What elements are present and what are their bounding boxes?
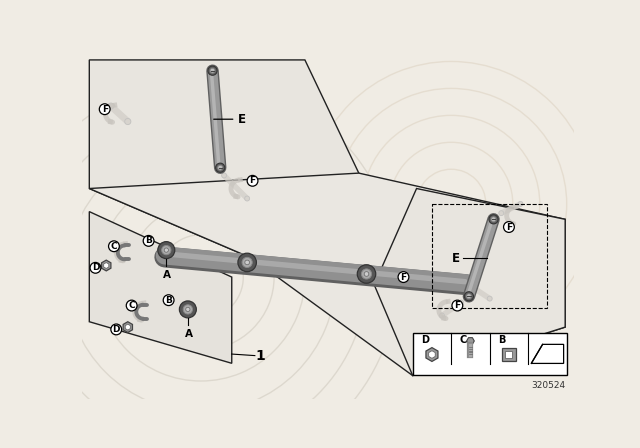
Text: F: F <box>401 272 406 281</box>
Text: C: C <box>129 301 135 310</box>
Text: F: F <box>454 301 460 310</box>
Bar <box>413 332 566 375</box>
Circle shape <box>499 211 504 215</box>
Circle shape <box>90 263 101 273</box>
Circle shape <box>487 296 492 301</box>
Text: F: F <box>102 105 108 114</box>
Text: E: E <box>238 113 246 126</box>
Text: F: F <box>250 177 255 185</box>
Circle shape <box>162 246 171 255</box>
Text: C: C <box>111 242 117 251</box>
Circle shape <box>247 176 258 186</box>
Circle shape <box>504 222 515 233</box>
Text: C: C <box>459 335 467 345</box>
Polygon shape <box>104 263 109 268</box>
Circle shape <box>186 307 190 311</box>
Circle shape <box>139 237 144 242</box>
Polygon shape <box>467 338 474 345</box>
Circle shape <box>440 313 444 318</box>
Circle shape <box>357 265 376 283</box>
Text: D: D <box>421 335 429 345</box>
Circle shape <box>467 294 471 299</box>
Text: 2: 2 <box>485 351 495 365</box>
Circle shape <box>459 300 463 305</box>
Text: D: D <box>113 325 120 334</box>
Circle shape <box>164 248 168 252</box>
Circle shape <box>125 118 131 125</box>
Polygon shape <box>90 173 565 375</box>
Circle shape <box>109 241 119 252</box>
Bar <box>506 351 513 358</box>
Polygon shape <box>374 189 565 375</box>
Text: E: E <box>452 252 460 265</box>
Text: D: D <box>92 263 99 272</box>
Bar <box>502 348 516 362</box>
Text: A: A <box>184 329 193 340</box>
Circle shape <box>238 253 257 271</box>
Circle shape <box>452 300 463 311</box>
Circle shape <box>143 236 154 246</box>
Circle shape <box>111 324 122 335</box>
Bar <box>432 204 547 308</box>
Circle shape <box>244 196 250 201</box>
Polygon shape <box>90 211 232 363</box>
Polygon shape <box>531 345 564 363</box>
Circle shape <box>518 202 523 207</box>
Circle shape <box>158 241 175 258</box>
Text: B: B <box>145 237 152 246</box>
Circle shape <box>216 163 225 172</box>
Circle shape <box>126 300 137 311</box>
Circle shape <box>464 281 469 286</box>
Circle shape <box>491 217 496 222</box>
Polygon shape <box>123 322 132 332</box>
Circle shape <box>108 103 114 109</box>
Circle shape <box>99 104 110 115</box>
Text: F: F <box>506 223 512 232</box>
Text: B: B <box>499 335 506 345</box>
Text: A: A <box>163 270 171 280</box>
Polygon shape <box>125 324 131 330</box>
Circle shape <box>210 68 215 73</box>
Circle shape <box>362 269 372 279</box>
Polygon shape <box>426 348 438 362</box>
Circle shape <box>163 253 167 258</box>
Circle shape <box>242 257 252 267</box>
Circle shape <box>163 295 174 306</box>
Polygon shape <box>90 60 359 258</box>
Text: B: B <box>165 296 172 305</box>
Circle shape <box>489 215 498 224</box>
Circle shape <box>364 271 369 276</box>
Polygon shape <box>102 260 111 271</box>
Circle shape <box>221 173 227 178</box>
Circle shape <box>398 271 409 282</box>
Text: 320524: 320524 <box>531 381 565 390</box>
Polygon shape <box>429 351 435 358</box>
Circle shape <box>208 66 217 75</box>
Circle shape <box>218 165 223 170</box>
Circle shape <box>245 260 250 265</box>
Circle shape <box>183 305 193 314</box>
Text: 1: 1 <box>255 349 265 363</box>
Circle shape <box>465 292 474 301</box>
Circle shape <box>179 301 196 318</box>
